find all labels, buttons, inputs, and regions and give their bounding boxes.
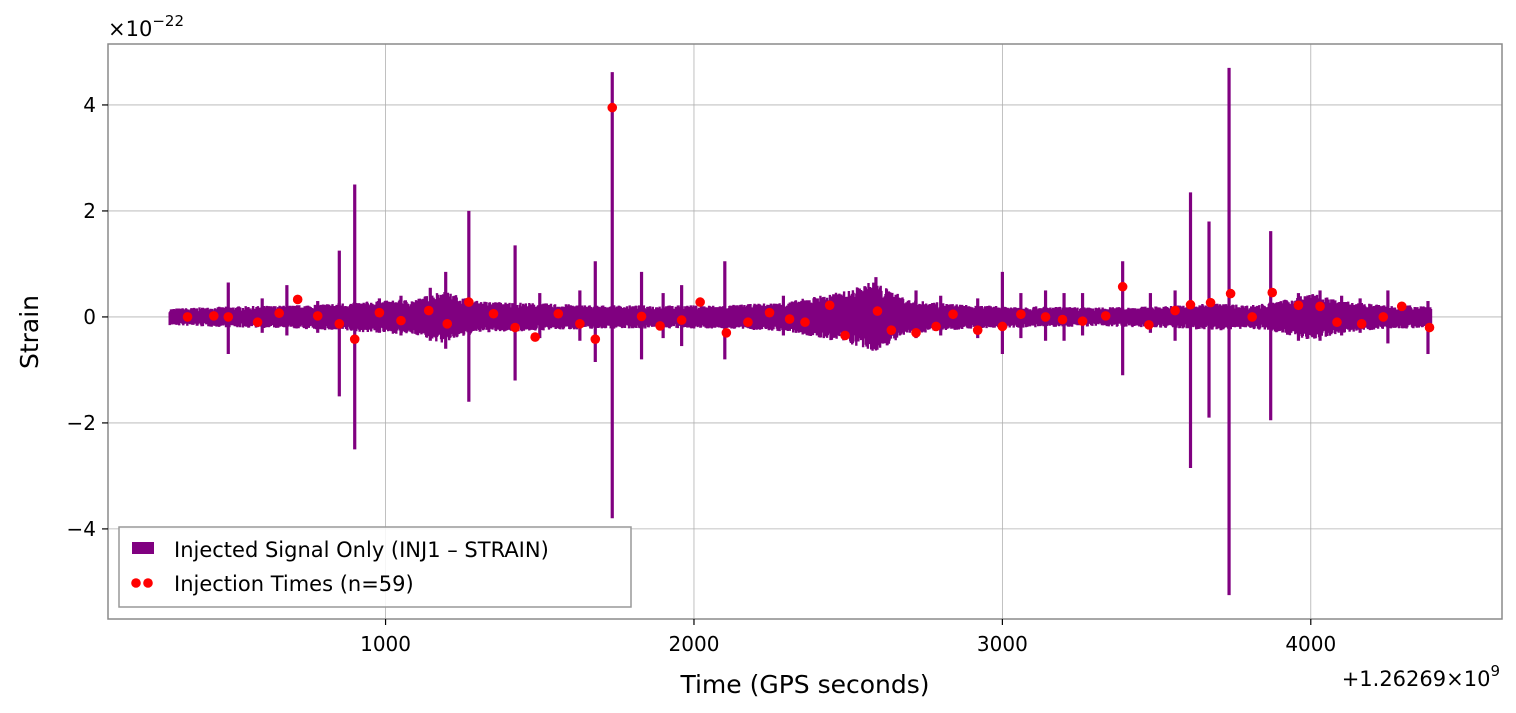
injection-point xyxy=(1040,312,1051,322)
injection-point xyxy=(396,315,406,326)
y-tick-label: 4 xyxy=(83,93,96,117)
legend-points-marker xyxy=(143,578,153,588)
injection-point xyxy=(1100,311,1111,321)
injection-point xyxy=(764,307,775,318)
y-tick-label: −2 xyxy=(67,411,96,435)
injection-point xyxy=(292,294,303,305)
injection-point xyxy=(1144,320,1154,330)
injection-point xyxy=(1205,297,1216,308)
injection-point xyxy=(948,309,958,320)
injection-point xyxy=(607,102,618,113)
injection-point xyxy=(590,334,601,344)
injection-point xyxy=(274,308,284,319)
y-scale-factor: ×10−22 xyxy=(108,12,184,41)
injection-point xyxy=(464,297,474,307)
y-axis-label: Strain xyxy=(15,295,44,369)
injection-point xyxy=(743,317,753,328)
injection-point xyxy=(312,311,323,321)
injection-point xyxy=(1057,314,1068,325)
x-tick-label: 4000 xyxy=(1285,632,1336,656)
x-tick-label: 2000 xyxy=(669,632,720,656)
injection-point xyxy=(695,297,705,307)
x-axis-label: Time (GPS seconds) xyxy=(679,670,929,699)
injection-point xyxy=(1185,299,1196,310)
injection-point xyxy=(488,308,499,319)
injection-point xyxy=(911,328,921,338)
injection-point xyxy=(721,328,732,338)
y-scale-text: ×10−22 xyxy=(108,12,184,41)
legend-signal-swatch xyxy=(132,542,154,554)
injection-point xyxy=(824,300,835,311)
injection-point xyxy=(840,330,850,341)
injection-point xyxy=(800,317,810,328)
injection-point xyxy=(349,334,360,344)
y-tick-label: −4 xyxy=(67,517,96,541)
injection-point xyxy=(423,305,434,316)
injection-point xyxy=(252,317,263,328)
injection-point xyxy=(784,314,795,324)
signal-baseline xyxy=(169,313,1432,321)
legend-box xyxy=(118,526,632,608)
legend: Injected Signal Only (INJ1 – STRAIN) Inj… xyxy=(118,526,632,608)
injection-point xyxy=(1267,287,1278,298)
injection-point xyxy=(997,321,1008,332)
injection-point xyxy=(636,311,647,322)
injection-point xyxy=(1225,288,1236,299)
injection-point xyxy=(1332,317,1342,328)
injection-points-series xyxy=(182,102,1435,344)
injection-point xyxy=(334,319,345,329)
injection-point xyxy=(1170,305,1180,316)
injection-point xyxy=(1315,301,1325,312)
injection-point xyxy=(931,321,941,332)
injection-point xyxy=(553,308,564,319)
injection-point xyxy=(1117,281,1128,292)
legend-points-marker xyxy=(131,578,141,588)
injection-point xyxy=(442,319,453,329)
x-axis-ticks: 1000 2000 3000 4000 xyxy=(360,619,1336,656)
injection-point xyxy=(886,325,897,335)
injection-point xyxy=(374,307,385,318)
injection-point xyxy=(1247,312,1257,322)
injection-point xyxy=(972,325,983,335)
injection-point xyxy=(1396,301,1407,312)
injection-point xyxy=(655,321,665,331)
injection-point xyxy=(182,312,193,322)
injection-point xyxy=(223,312,234,322)
injection-point xyxy=(575,319,585,329)
injection-point xyxy=(530,332,540,342)
x-offset-factor: +1.26269×109 xyxy=(1342,662,1500,691)
injection-point xyxy=(1356,319,1367,329)
x-tick-label: 3000 xyxy=(977,632,1028,656)
injection-point xyxy=(208,311,219,321)
legend-points-label: Injection Times (n=59) xyxy=(174,572,414,596)
injection-point xyxy=(676,315,687,325)
plot-frame xyxy=(107,43,1503,620)
y-tick-label: 2 xyxy=(83,199,96,223)
y-tick-label: 0 xyxy=(83,305,96,329)
injection-point xyxy=(1424,322,1435,333)
injection-point xyxy=(1077,316,1088,326)
injection-point xyxy=(1293,300,1304,311)
injection-point xyxy=(510,322,520,333)
x-offset-text: +1.26269×109 xyxy=(1342,662,1500,691)
injection-point xyxy=(1016,309,1026,320)
injection-point xyxy=(1378,312,1389,322)
injection-point xyxy=(872,306,883,316)
x-tick-label: 1000 xyxy=(360,632,411,656)
y-axis-ticks: −4 −2 0 2 4 xyxy=(67,93,108,541)
legend-signal-label: Injected Signal Only (INJ1 – STRAIN) xyxy=(174,538,549,562)
